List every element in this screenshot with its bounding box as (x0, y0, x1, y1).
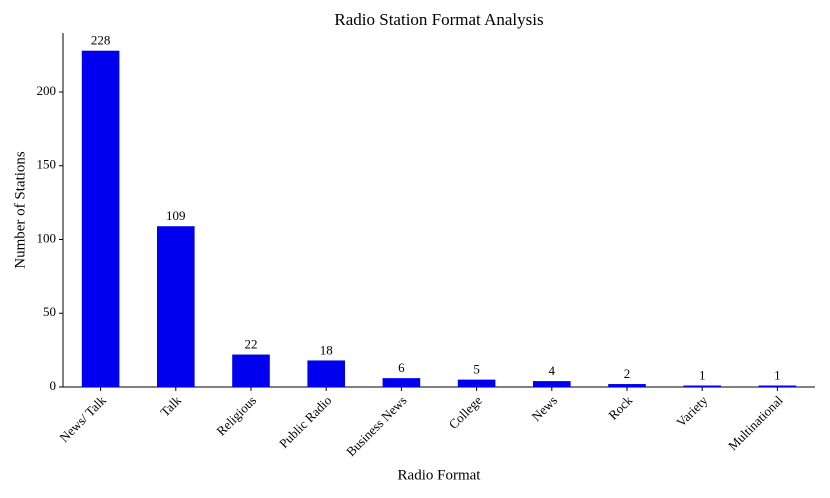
bar (157, 226, 195, 387)
value-label: 2 (624, 366, 631, 381)
y-tick-label: 0 (50, 378, 57, 393)
x-tick-label: College (446, 392, 485, 431)
x-tick-label: Multinational (725, 392, 786, 453)
x-tick-label: News/ Talk (56, 392, 109, 445)
value-label: 109 (166, 208, 186, 223)
value-label: 22 (245, 337, 258, 352)
x-tick-label: Business News (343, 393, 410, 460)
y-tick-label: 150 (37, 157, 57, 172)
y-axis-label: Number of Stations (12, 151, 28, 269)
x-tick-label: Rock (605, 392, 635, 422)
bar (608, 384, 646, 387)
bar (382, 378, 421, 387)
x-tick-label: Talk (157, 392, 184, 419)
bar (457, 379, 496, 387)
value-label: 1 (699, 368, 706, 383)
bar (533, 381, 571, 387)
y-tick-label: 200 (37, 83, 57, 98)
chart-title: Radio Station Format Analysis (334, 10, 543, 29)
x-tick-label: Religious (213, 393, 259, 439)
x-tick-label: Public Radio (276, 393, 334, 451)
x-tick-label: News (528, 393, 560, 425)
y-tick-label: 100 (37, 230, 57, 245)
value-label: 4 (549, 363, 556, 378)
bar (81, 50, 120, 387)
x-tick-label: Variety (673, 392, 711, 430)
bar (307, 360, 345, 387)
value-label: 1 (774, 368, 781, 383)
y-tick-label: 50 (43, 304, 56, 319)
value-label: 6 (398, 360, 405, 375)
bar (758, 385, 797, 387)
bar (232, 354, 270, 387)
value-label: 5 (473, 362, 480, 377)
bar (683, 385, 721, 387)
value-label: 228 (91, 33, 111, 48)
x-axis-label: Radio Format (398, 467, 482, 483)
value-label: 18 (320, 342, 333, 357)
